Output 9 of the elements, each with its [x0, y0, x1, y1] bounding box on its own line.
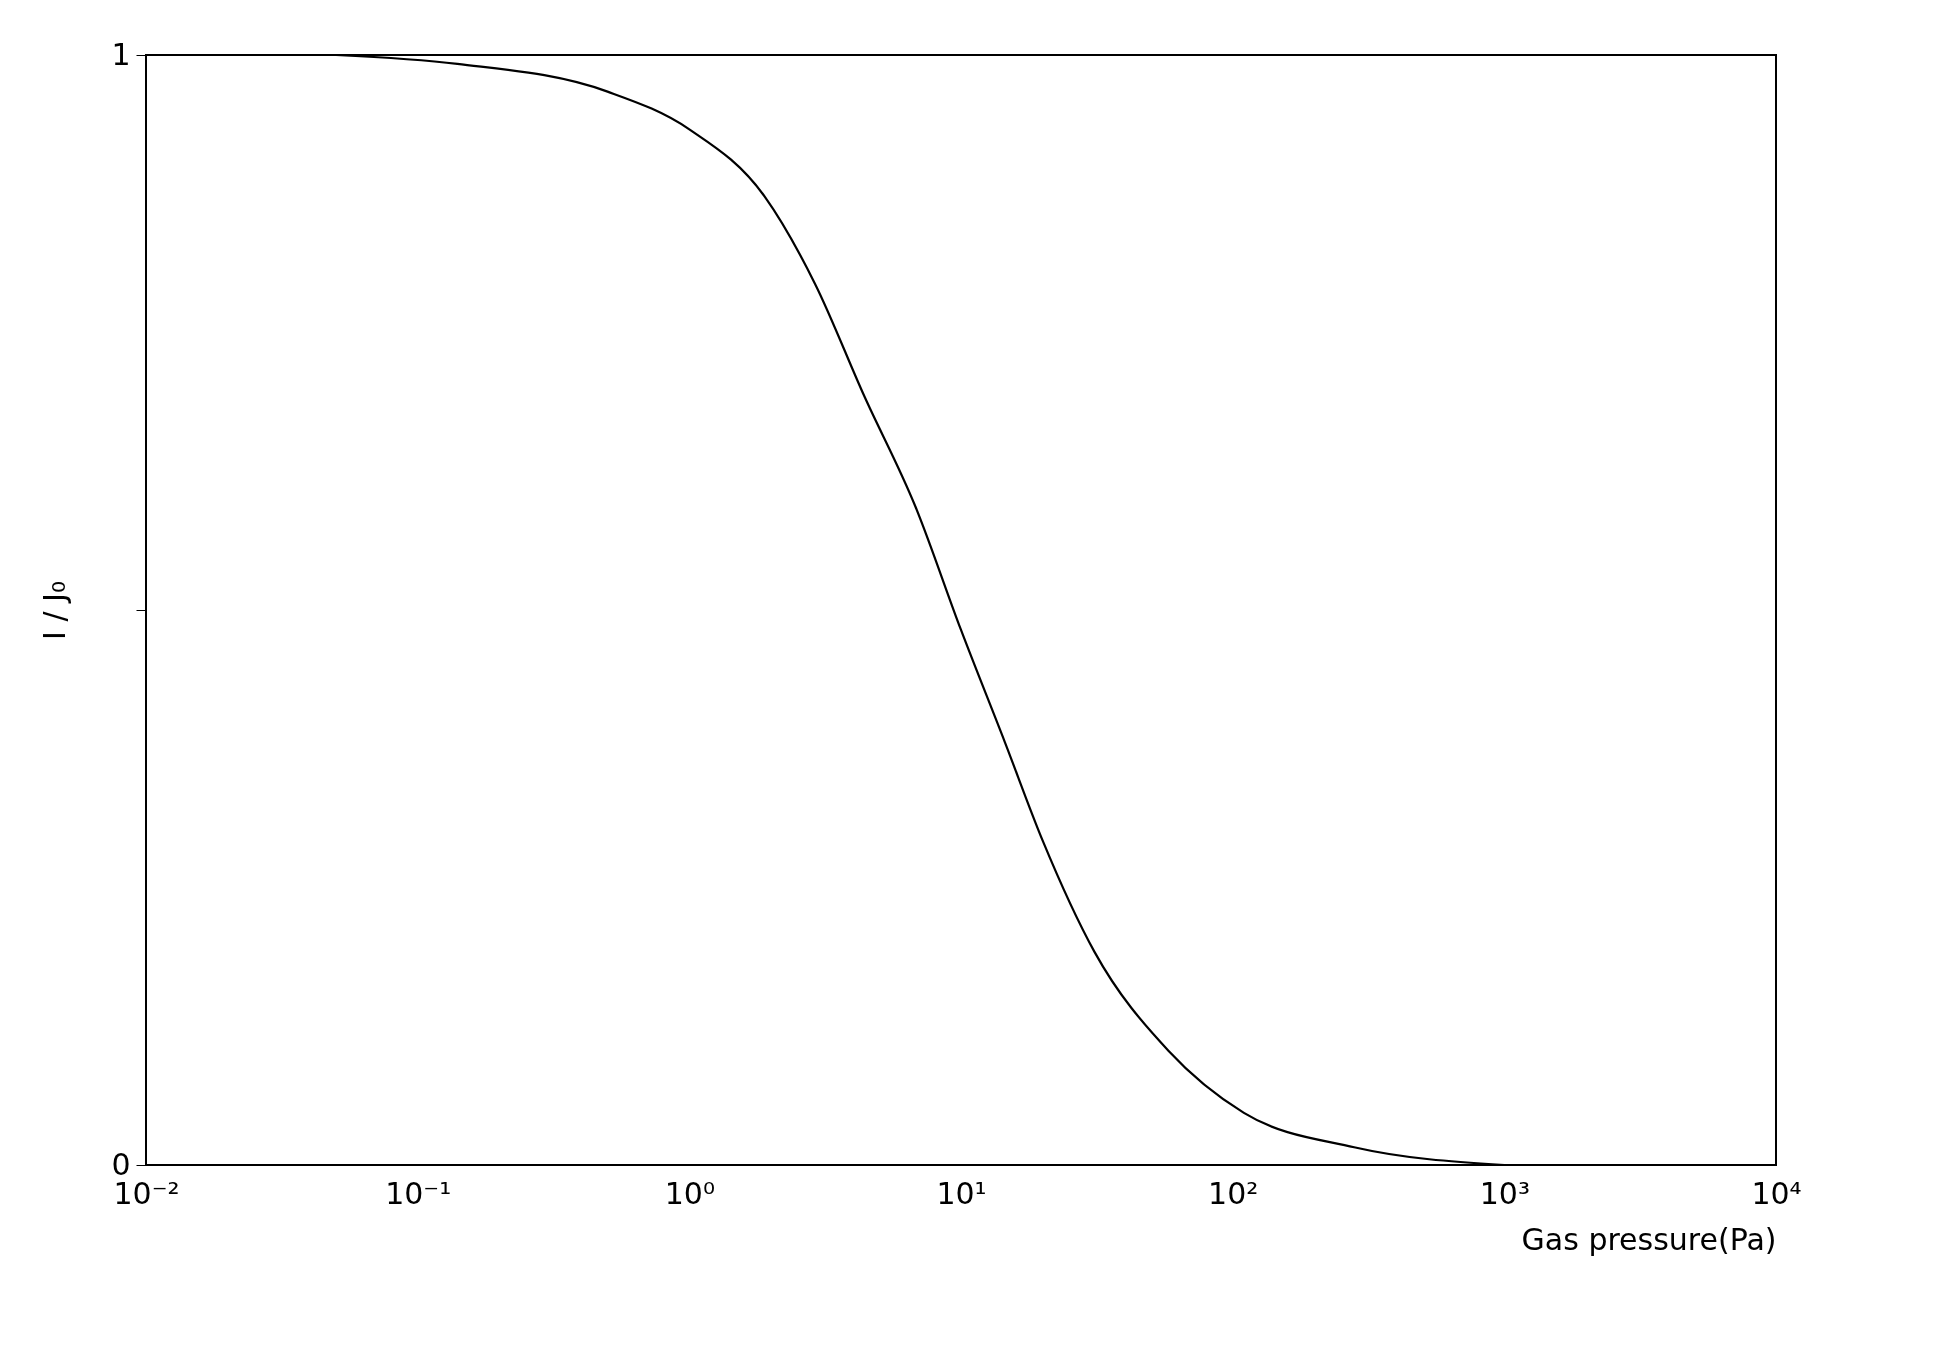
- x-tick-label: 10³: [1479, 1175, 1530, 1211]
- x-tick-label: 10⁴: [1751, 1175, 1802, 1211]
- x-tick-label: 10⁻¹: [385, 1175, 452, 1211]
- x-tick-label: 10⁰: [664, 1175, 715, 1211]
- x-tick-label: 10¹: [936, 1175, 987, 1211]
- x-axis-title: Gas pressure(Pa): [1521, 1221, 1777, 1257]
- y-axis-title: I / J₀: [37, 581, 73, 640]
- x-tick-label: 10²: [1208, 1175, 1259, 1211]
- y-tick-label: 1: [111, 36, 131, 72]
